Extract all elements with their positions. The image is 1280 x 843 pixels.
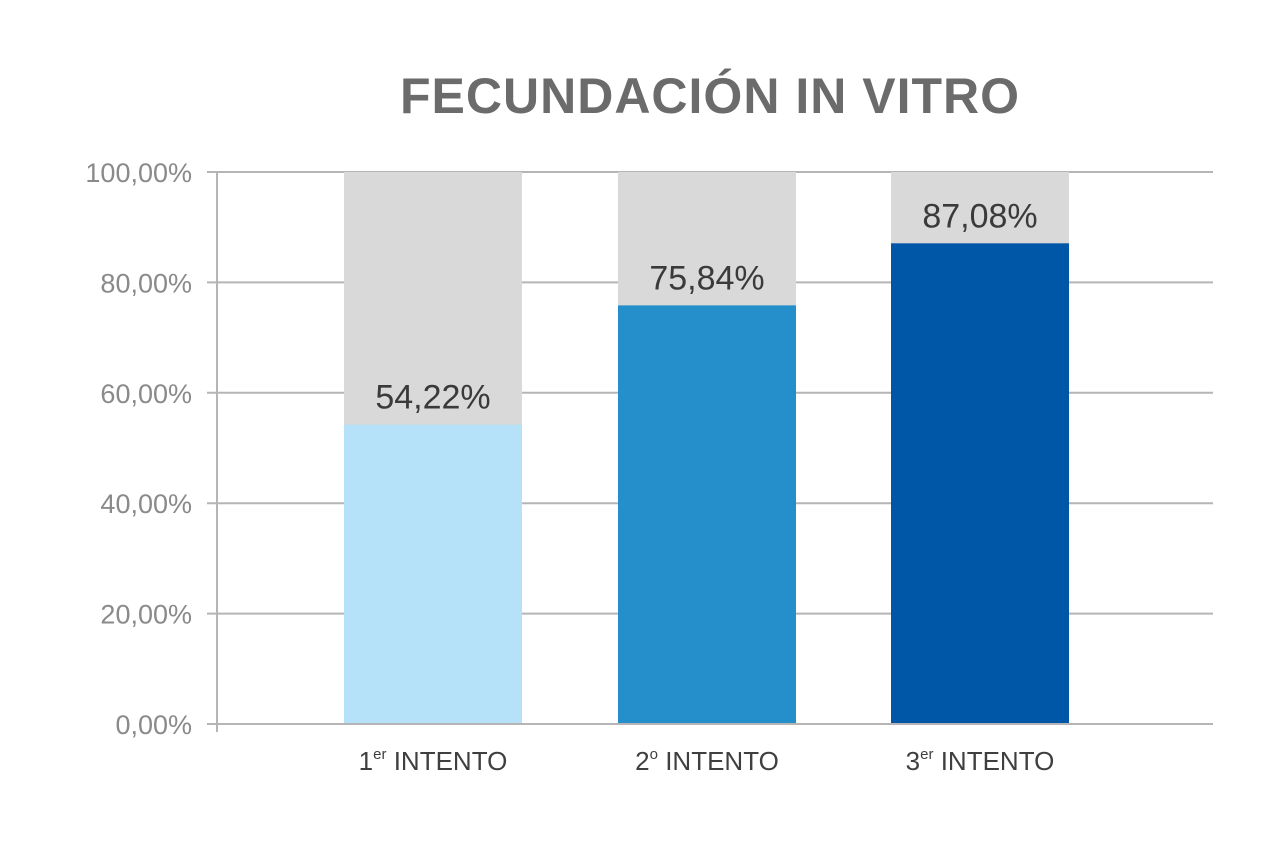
y-tick-labels: 0,00% 20,00% 40,00% 60,00% 80,00% 100,00% bbox=[85, 158, 192, 740]
bar bbox=[618, 305, 796, 724]
y-tick-label: 100,00% bbox=[85, 158, 192, 188]
y-tick-label: 0,00% bbox=[115, 710, 192, 740]
y-tick-label: 80,00% bbox=[100, 268, 192, 298]
data-labels: 54,22% 75,84% 87,08% bbox=[375, 197, 1037, 416]
bar bbox=[344, 424, 522, 724]
value-bars bbox=[344, 243, 1069, 724]
x-tick-label: 2o INTENTO bbox=[635, 746, 779, 776]
y-tick-label: 40,00% bbox=[100, 489, 192, 519]
axes bbox=[207, 172, 1213, 732]
data-label: 54,22% bbox=[375, 379, 490, 417]
chart-title: FECUNDACIÓN IN VITRO bbox=[400, 68, 1020, 124]
data-label: 87,08% bbox=[922, 197, 1037, 235]
y-tick-label: 20,00% bbox=[100, 600, 192, 630]
x-tick-labels: 1er INTENTO 2o INTENTO 3er INTENTO bbox=[359, 746, 1055, 776]
x-tick-label: 1er INTENTO bbox=[359, 746, 508, 776]
bar bbox=[891, 243, 1069, 724]
x-tick-label: 3er INTENTO bbox=[906, 746, 1055, 776]
data-label: 75,84% bbox=[649, 259, 764, 297]
y-tick-label: 60,00% bbox=[100, 379, 192, 409]
